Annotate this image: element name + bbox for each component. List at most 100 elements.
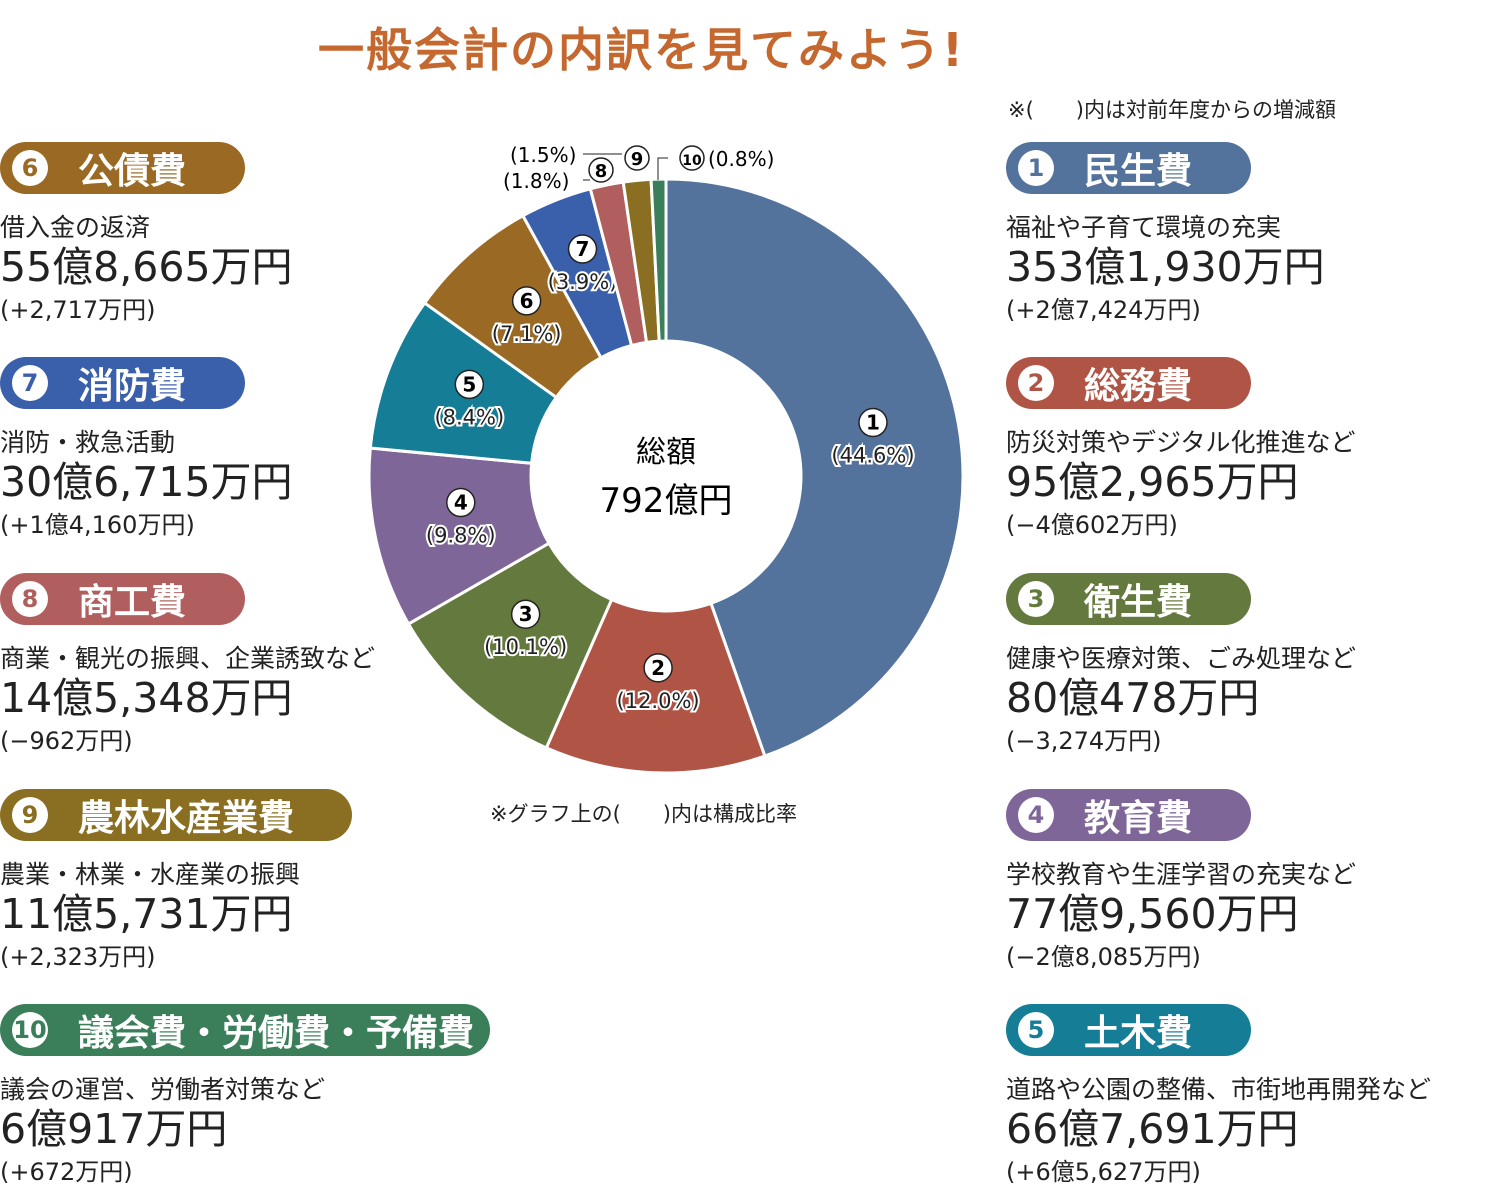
category-description: 借入金の返済 — [0, 213, 151, 242]
category-name: 衛生費 — [1084, 582, 1193, 623]
category-badge: 6 公債費 — [0, 142, 245, 194]
category-amount: 353億1,930万円 — [1006, 243, 1325, 291]
category-change: (+672万円) — [0, 1158, 133, 1186]
category-description: 商業・観光の振興、企業誘致など — [0, 644, 376, 673]
category-description: 農業・林業・水産業の振興 — [0, 860, 301, 889]
category-name: 公債費 — [78, 151, 187, 192]
category-item: 7 消防費 消防・救急活動 30億6,715万円 (+1億4,160万円) — [0, 357, 480, 540]
donut-slice — [649, 177, 668, 343]
slice-marker — [858, 407, 888, 438]
slice-marker-label: 3 — [519, 602, 533, 626]
slice-marker — [643, 653, 673, 683]
slice-value-label: (10.1%) — [484, 635, 567, 659]
category-badge: 7 消防費 — [0, 357, 245, 409]
category-change: (+6億5,627万円) — [1006, 1158, 1201, 1186]
category-amount: 55億8,665万円 — [0, 243, 293, 291]
slice-marker — [679, 145, 705, 171]
category-number: 9 — [12, 797, 48, 833]
slice-value-label: (9.8%) — [426, 524, 496, 548]
category-number: 2 — [1018, 365, 1054, 401]
slice-marker — [567, 234, 598, 264]
category-item: 3 衛生費 健康や医療対策、ごみ処理など 80億478万円 (−3,274万円) — [1006, 573, 1486, 756]
category-number: 4 — [1018, 797, 1054, 833]
slice-marker-label: 7 — [576, 237, 590, 261]
category-amount: 80億478万円 — [1006, 674, 1260, 722]
change-note: ※( )内は対前年度からの増減額 — [1008, 98, 1336, 122]
category-badge: 8 商工費 — [0, 573, 245, 625]
category-amount: 14億5,348万円 — [0, 674, 293, 722]
category-badge: 3 衛生費 — [1006, 573, 1251, 625]
category-item: 10 議会費・労働費・予備費 議会の運営、労働者対策など 6億917万円 (+67… — [0, 1004, 490, 1187]
category-name: 商工費 — [78, 582, 187, 623]
category-item: 6 公債費 借入金の返済 55億8,665万円 (+2,717万円) — [0, 142, 480, 325]
slice-marker-label: 2 — [651, 656, 665, 680]
category-item: 4 教育費 学校教育や生涯学習の充実など 77億9,560万円 (−2億8,085… — [1006, 789, 1486, 972]
category-number: 5 — [1018, 1012, 1054, 1048]
category-description: 防災対策やデジタル化推進など — [1006, 428, 1356, 457]
slice-marker — [446, 487, 476, 518]
category-description: 議会の運営、労働者対策など — [0, 1075, 326, 1104]
slice-marker-label: 5 — [462, 372, 476, 396]
category-number: 6 — [12, 150, 48, 186]
slice-value-label: (8.4%) — [434, 405, 504, 429]
slice-marker-label: 10 — [682, 153, 702, 169]
leader-line — [657, 157, 668, 180]
slice-marker-label: 9 — [631, 149, 644, 170]
category-item: 8 商工費 商業・観光の振興、企業誘致など 14億5,348万円 (−962万円) — [0, 573, 480, 756]
category-amount: 77億9,560万円 — [1006, 890, 1299, 938]
category-item: 5 土木費 道路や公園の整備、市街地再開発など 66億7,691万円 (+6億5,… — [1006, 1004, 1486, 1187]
slice-marker — [588, 157, 614, 183]
category-description: 学校教育や生涯学習の充実など — [1006, 860, 1357, 889]
category-name: 民生費 — [1084, 151, 1193, 192]
category-badge: 5 土木費 — [1006, 1004, 1251, 1056]
category-description: 福祉や子育て環境の充実 — [1006, 213, 1282, 242]
slice-marker — [624, 145, 650, 171]
category-change: (+2億7,424万円) — [1006, 296, 1201, 324]
category-description: 健康や医療対策、ごみ処理など — [1006, 644, 1357, 673]
ratio-note: ※グラフ上の( )内は構成比率 — [490, 802, 797, 826]
category-number: 3 — [1018, 581, 1054, 617]
donut-slice — [664, 177, 965, 758]
slice-value-label: (12.0%) — [617, 689, 700, 713]
slice-marker — [454, 369, 485, 400]
center-value: 792億円 — [600, 481, 733, 521]
category-name: 土木費 — [1084, 1013, 1193, 1054]
donut-slice — [544, 597, 767, 775]
category-number: 7 — [12, 365, 48, 401]
category-amount: 6億917万円 — [0, 1105, 228, 1153]
page-title: 一般会計の内訳を見てみよう! — [318, 23, 965, 77]
slice-marker-label: 4 — [454, 491, 468, 515]
category-name: 総務費 — [1084, 366, 1193, 407]
slice-value-label: (7.1%) — [492, 322, 562, 346]
category-item: 9 農林水産業費 農業・林業・水産業の振興 11億5,731万円 (+2,323万… — [0, 789, 480, 972]
slice-marker-label: 1 — [866, 411, 880, 435]
category-badge: 9 農林水産業費 — [0, 789, 352, 841]
category-change: (+2,323万円) — [0, 943, 156, 971]
category-change: (−3,274万円) — [1006, 727, 1162, 755]
category-amount: 30億6,715万円 — [0, 458, 293, 506]
category-description: 消防・救急活動 — [0, 428, 176, 457]
category-amount: 95億2,965万円 — [1006, 458, 1299, 506]
slice-value-label: (1.5%) — [510, 143, 576, 167]
category-item: 1 民生費 福祉や子育て環境の充実 353億1,930万円 (+2億7,424万円… — [1006, 142, 1486, 325]
slice-value-label: (0.8%) — [708, 147, 774, 171]
slice-marker — [510, 599, 541, 629]
donut-slice — [406, 541, 614, 750]
slice-marker — [511, 286, 542, 316]
category-number: 1 — [1018, 150, 1054, 186]
category-change: (−4億602万円) — [1006, 511, 1178, 539]
category-badge: 2 総務費 — [1006, 357, 1251, 409]
category-badge: 1 民生費 — [1006, 142, 1251, 194]
category-description: 道路や公園の整備、市街地再開発など — [1006, 1075, 1432, 1104]
category-name: 農林水産業費 — [78, 798, 295, 839]
slice-marker-label: 8 — [595, 161, 608, 182]
category-change: (−2億8,085万円) — [1006, 943, 1201, 971]
category-item: 2 総務費 防災対策やデジタル化推進など 95億2,965万円 (−4億602万円… — [1006, 357, 1486, 540]
category-name: 議会費・労働費・予備費 — [78, 1013, 475, 1054]
category-badge: 4 教育費 — [1006, 789, 1251, 841]
center-label: 総額 — [636, 435, 696, 470]
category-badge: 10 議会費・労働費・予備費 — [0, 1004, 490, 1056]
category-change: (+1億4,160万円) — [0, 511, 195, 539]
